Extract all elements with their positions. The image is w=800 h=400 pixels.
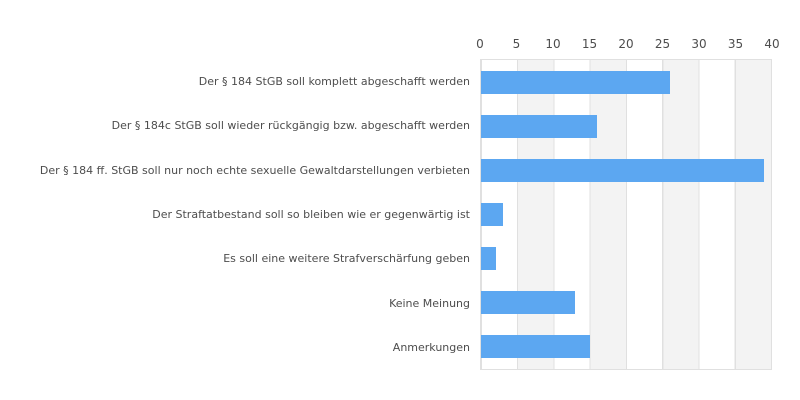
- category-label: Der § 184 StGB soll komplett abgeschafft…: [198, 74, 470, 88]
- x-tick-label: 25: [654, 37, 671, 51]
- bar-row: [481, 60, 771, 104]
- x-tick-label: 40: [764, 37, 780, 51]
- category-label: Der § 184 ff. StGB soll nur noch echte s…: [39, 163, 470, 177]
- bar: [481, 202, 503, 226]
- category-label: Der § 184c StGB soll wieder rückgängig b…: [111, 119, 470, 133]
- x-tick-label: 15: [581, 37, 598, 51]
- x-tick-label: 0: [476, 37, 484, 51]
- category-label: Keine Meinung: [389, 296, 470, 310]
- x-axis: 0 5 10 15 20 25 30 35 40: [476, 36, 779, 52]
- category-labels: Der § 184 StGB soll komplett abgeschafft…: [0, 59, 470, 370]
- bar: [481, 114, 597, 138]
- bar-row: [481, 281, 771, 325]
- x-tick-label: 20: [618, 37, 634, 51]
- category-label: Anmerkungen: [392, 341, 470, 355]
- bar-row: [481, 104, 771, 148]
- bar: [481, 158, 764, 182]
- bar: [481, 291, 576, 315]
- bar-row: [481, 237, 771, 281]
- bar-row: [481, 148, 771, 192]
- category-label: Der Straftatbestand soll so bleiben wie …: [152, 207, 470, 221]
- bar: [481, 247, 496, 271]
- category-label: Es soll eine weitere Strafverschärfung g…: [223, 252, 470, 266]
- bar: [481, 335, 590, 359]
- bar-row: [481, 192, 771, 236]
- bar: [481, 70, 670, 94]
- x-tick-label: 5: [512, 37, 521, 51]
- x-tick-label: 35: [727, 37, 744, 51]
- plot-area: [480, 59, 772, 370]
- x-tick-label: 30: [691, 37, 707, 51]
- x-tick-label: 10: [545, 37, 561, 51]
- bar-row: [481, 325, 771, 369]
